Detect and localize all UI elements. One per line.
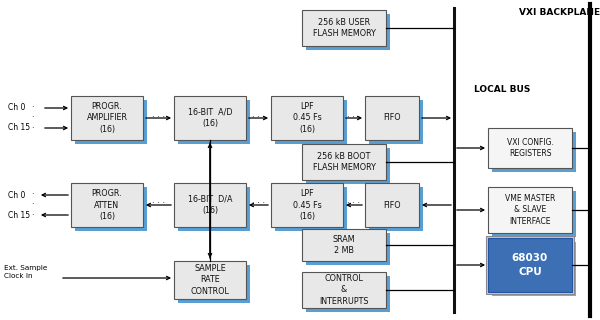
Text: 256 kB BOOT
FLASH MEMORY: 256 kB BOOT FLASH MEMORY: [313, 152, 376, 172]
Bar: [271, 183, 343, 227]
Bar: [306, 148, 390, 184]
Bar: [306, 276, 390, 312]
Text: · · ·: · · ·: [152, 199, 165, 209]
Bar: [306, 14, 390, 50]
Text: · · ·: · · ·: [252, 199, 265, 209]
Text: Ext. Sample
Clock In: Ext. Sample Clock In: [4, 265, 47, 279]
Text: FIFO: FIFO: [383, 114, 401, 123]
Text: 68030
CPU: 68030 CPU: [512, 253, 548, 276]
Text: SRAM
2 MB: SRAM 2 MB: [332, 235, 355, 255]
Text: Ch 15: Ch 15: [8, 124, 30, 132]
Bar: [492, 191, 576, 237]
Text: CONTROL
&
INTERRUPTS: CONTROL & INTERRUPTS: [319, 274, 369, 306]
Text: · · ·: · · ·: [347, 199, 361, 209]
Text: VXI BACKPLANE: VXI BACKPLANE: [520, 8, 600, 17]
Text: VME MASTER
& SLAVE
INTERFACE: VME MASTER & SLAVE INTERFACE: [505, 194, 555, 226]
Bar: [488, 128, 572, 168]
Bar: [302, 144, 386, 180]
Bar: [492, 242, 576, 296]
Bar: [271, 96, 343, 140]
Text: · · ·: · · ·: [347, 113, 361, 122]
Bar: [302, 229, 386, 261]
Text: PROGR.
ATTEN
(16): PROGR. ATTEN (16): [92, 189, 122, 220]
Text: LPF
0.45 Fs
(16): LPF 0.45 Fs (16): [293, 102, 322, 134]
Text: · · ·: · · ·: [252, 113, 265, 122]
Bar: [174, 96, 246, 140]
Text: SAMPLE
RATE
CONTROL: SAMPLE RATE CONTROL: [191, 264, 229, 296]
Bar: [275, 187, 347, 231]
Bar: [75, 100, 147, 144]
Text: ·
·
·: · · ·: [31, 190, 34, 220]
Text: FIFO: FIFO: [383, 201, 401, 210]
Bar: [365, 96, 419, 140]
Bar: [488, 187, 572, 233]
Bar: [369, 100, 423, 144]
Text: PROGR.
AMPLIFIER
(16): PROGR. AMPLIFIER (16): [86, 102, 128, 134]
Bar: [275, 100, 347, 144]
Bar: [302, 10, 386, 46]
Text: 256 kB USER
FLASH MEMORY: 256 kB USER FLASH MEMORY: [313, 18, 376, 38]
Text: LPF
0.45 Fs
(16): LPF 0.45 Fs (16): [293, 189, 322, 220]
Text: Ch 0: Ch 0: [8, 190, 25, 199]
Bar: [178, 187, 250, 231]
Bar: [369, 187, 423, 231]
Text: Ch 0: Ch 0: [8, 103, 25, 113]
Text: VXI CONFIG.
REGISTERS: VXI CONFIG. REGISTERS: [506, 138, 553, 158]
Bar: [492, 132, 576, 172]
Text: 16-BIT  D/A
(16): 16-BIT D/A (16): [188, 195, 232, 215]
Bar: [71, 96, 143, 140]
Bar: [488, 238, 572, 292]
Bar: [178, 265, 250, 303]
Bar: [302, 272, 386, 308]
Bar: [75, 187, 147, 231]
Text: 16-BIT  A/D
(16): 16-BIT A/D (16): [188, 108, 232, 128]
Text: LOCAL BUS: LOCAL BUS: [474, 85, 530, 94]
Bar: [486, 236, 574, 294]
Bar: [178, 100, 250, 144]
Bar: [365, 183, 419, 227]
Bar: [306, 233, 390, 265]
Bar: [174, 261, 246, 299]
Text: ·
·
·: · · ·: [31, 103, 34, 133]
Bar: [174, 183, 246, 227]
Bar: [71, 183, 143, 227]
Text: Ch 15: Ch 15: [8, 211, 30, 220]
Text: · · ·: · · ·: [152, 113, 165, 122]
